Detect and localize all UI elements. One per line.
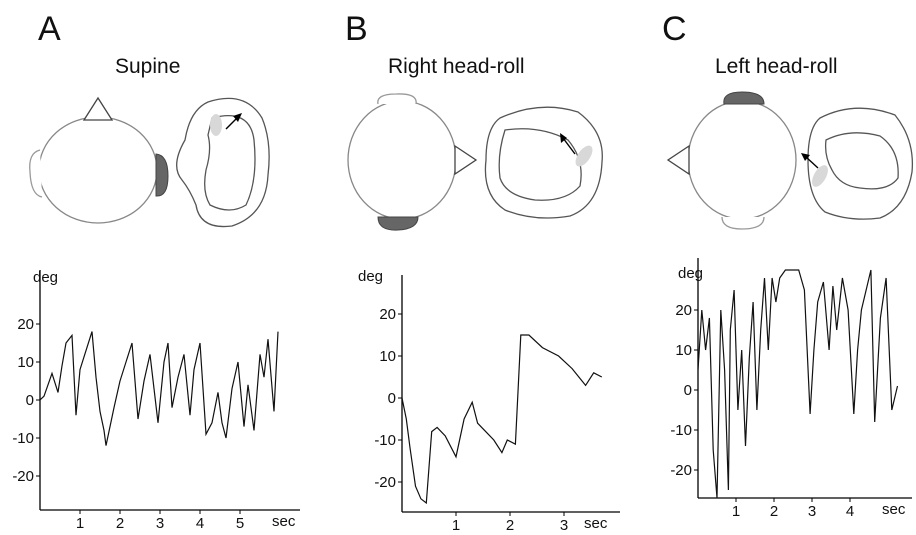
panel-b-y-tick-label: 20	[379, 306, 396, 323]
flow-arrow	[805, 156, 819, 169]
nose-marker	[82, 96, 114, 121]
panel-a-x-unit-label: sec	[272, 513, 296, 530]
panel-a-y-unit-label: deg	[33, 269, 58, 286]
panel-c-x-unit-label: sec	[882, 501, 906, 518]
otoconia	[812, 165, 828, 187]
panel-b-head-diagram	[347, 93, 478, 231]
panel-c-y-tick-label: -10	[670, 422, 692, 439]
labyrinth-inner	[498, 128, 582, 201]
panel-a-x-tick-label: 3	[156, 515, 164, 532]
panel-a-x-tick-label: 1	[76, 515, 84, 532]
right-ear-down	[155, 153, 169, 197]
panel-a-y-tick-label: 0	[26, 392, 34, 409]
panel-c-x-tick-label: 1	[732, 503, 740, 520]
panel-b-letter: B	[345, 10, 368, 48]
panel-b-y-tick-label: 0	[388, 390, 396, 407]
panel-c-title: Left head-roll	[715, 55, 838, 78]
panel-c-x-tick-label: 4	[846, 503, 854, 520]
panel-c-eye-position-trace	[698, 269, 899, 499]
panel-a-title: Supine	[115, 55, 181, 78]
panel-a-eye-position-trace	[40, 331, 279, 446]
panel-c-x-tick-label: 3	[808, 503, 816, 520]
panel-c-letter: C	[662, 10, 687, 48]
flow-arrow-head	[233, 113, 242, 122]
panel-b-y-unit-label: deg	[358, 268, 383, 285]
panel-c-y-tick-label: 0	[684, 382, 692, 399]
flow-arrow-head	[560, 133, 567, 143]
panel-a-y-tick-label: -10	[12, 430, 34, 447]
up-ear-down	[723, 91, 765, 105]
flow-arrow	[562, 137, 576, 155]
up-ear	[377, 93, 417, 105]
panel-b-y-tick-label: -10	[374, 432, 396, 449]
panel-a-y-tick-label: 10	[17, 354, 34, 371]
otoconia	[210, 114, 222, 136]
panel-b-y-tick-label: -20	[374, 474, 396, 491]
panel-b-title: Right head-roll	[388, 55, 525, 78]
panel-c-y-unit-label: deg	[678, 265, 703, 282]
panel-b-x-unit-label: sec	[584, 515, 608, 532]
labyrinth-inner	[824, 132, 899, 190]
nose-marker	[666, 144, 690, 176]
panel-a-x-tick-label: 2	[116, 515, 124, 532]
panel-b-x-tick-label: 1	[452, 517, 460, 534]
panel-c-head-diagram	[666, 91, 797, 230]
panel-b-x-tick-label: 2	[506, 517, 514, 534]
panel-b-eye-position-trace	[402, 334, 603, 505]
down-ear	[377, 216, 419, 231]
panel-c-y-tick-label: 10	[675, 342, 692, 359]
panel-a-y-tick-label: 20	[17, 316, 34, 333]
down-ear	[721, 216, 765, 230]
left-ear	[29, 149, 43, 198]
panel-a-x-tick-label: 4	[196, 515, 204, 532]
panel-a-labyrinth-diagram	[176, 97, 270, 228]
panel-b-x-tick-label: 3	[560, 517, 568, 534]
panel-c-y-tick-label: -20	[670, 462, 692, 479]
panel-c-y-tick-label: 20	[675, 302, 692, 319]
labyrinth-inner	[204, 114, 256, 211]
panel-b-y-tick-label: 10	[379, 348, 396, 365]
panel-a-x-tick-label: 5	[236, 515, 244, 532]
panel-c-x-tick-label: 2	[770, 503, 778, 520]
panel-a-y-tick-label: -20	[12, 468, 34, 485]
panel-a-head-diagram	[29, 96, 169, 224]
panel-b-labyrinth-diagram	[484, 106, 603, 219]
otoconia	[575, 145, 593, 167]
panel-c-labyrinth-diagram	[801, 107, 914, 220]
flow-arrow-head	[801, 153, 810, 161]
nose-marker	[454, 144, 478, 176]
panel-a-letter: A	[38, 10, 61, 48]
